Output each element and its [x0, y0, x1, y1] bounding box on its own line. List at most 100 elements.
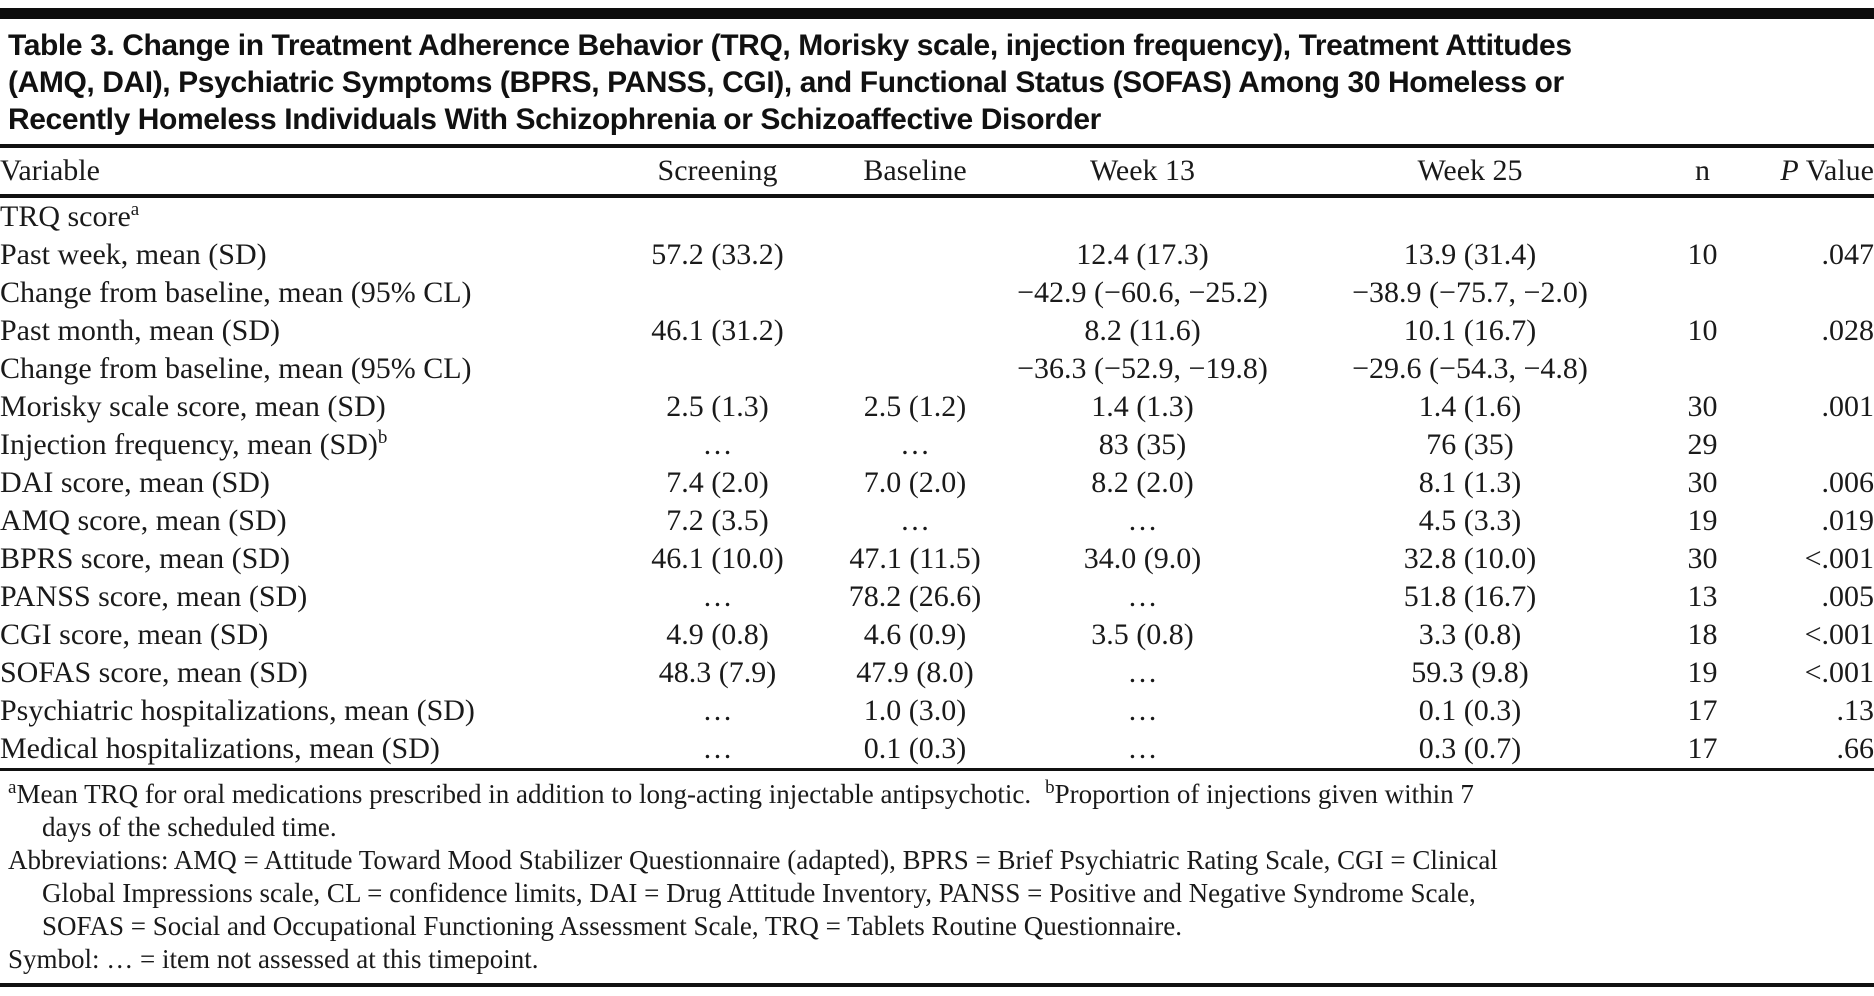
symbol-note: Symbol: … = item not assessed at this ti… — [8, 944, 539, 974]
cell-p-value — [1745, 196, 1874, 236]
col-header-screening: Screening — [610, 146, 825, 198]
cell-week13: … — [1127, 580, 1158, 613]
cell-week25: 8.1 (1.3) — [1418, 466, 1522, 499]
row-label-cell: BPRS score, mean (SD) — [0, 540, 610, 578]
cell-week13: … — [1127, 504, 1158, 537]
cell-week13: 34.0 (9.0) — [1083, 542, 1202, 575]
cell-week25: 0.1 (0.3) — [1418, 694, 1522, 727]
cell-screening: 46.1 (31.2) — [651, 314, 784, 347]
row-label-cell: Medical hospitalizations, mean (SD) — [0, 730, 610, 770]
cell-week25: 32.8 (10.0) — [1403, 542, 1537, 575]
cell-week13: 12.4 (17.3) — [1076, 238, 1209, 271]
cell-week13: −42.9 (−60.6, −25.2) — [1017, 276, 1268, 309]
cell-week13 — [1005, 196, 1280, 236]
cell-p-value: <.001 — [1804, 542, 1874, 575]
row-label: TRQ score — [0, 200, 131, 233]
table-row: Past month, mean (SD) 46.1 (31.2) 8.2 (1… — [0, 312, 1874, 350]
cell-p-value — [1745, 350, 1874, 388]
cell-p-value — [1745, 274, 1874, 312]
table-row: DAI score, mean (SD) 7.4 (2.0) 7.0 (2.0)… — [0, 464, 1874, 502]
cell-screening: 57.2 (33.2) — [651, 238, 784, 271]
cell-screening: 7.4 (2.0) — [666, 466, 769, 499]
cell-week13: 1.4 (1.3) — [1091, 390, 1194, 423]
cell-p-value: <.001 — [1804, 618, 1874, 651]
table-row: Change from baseline, mean (95% CL) −42.… — [0, 274, 1874, 312]
footnote-a-superscript: a — [8, 777, 17, 798]
cell-screening: … — [702, 694, 733, 727]
cell-p-value: .006 — [1821, 466, 1874, 499]
cell-week25: −29.6 (−54.3, −4.8) — [1352, 352, 1588, 385]
top-rule — [0, 8, 1874, 19]
col-header-n: n — [1660, 146, 1745, 198]
p-value-rest: Value — [1798, 154, 1874, 187]
cell-screening: 4.9 (0.8) — [666, 618, 769, 651]
row-label-cell: Past month, mean (SD) — [0, 312, 610, 350]
cell-week25: 51.8 (16.7) — [1403, 580, 1537, 613]
row-label: Change from baseline, mean (95% CL) — [0, 276, 472, 309]
cell-n: 10 — [1687, 314, 1718, 347]
cell-p-value: .001 — [1821, 390, 1874, 423]
table-row: PANSS score, mean (SD) … 78.2 (26.6) … 5… — [0, 578, 1874, 616]
col-header-week25: Week 25 — [1280, 146, 1660, 198]
cell-n — [1660, 196, 1745, 236]
cell-baseline — [825, 312, 1005, 350]
cell-baseline — [825, 350, 1005, 388]
cell-p-value: .66 — [1836, 732, 1874, 765]
cell-week25: 0.3 (0.7) — [1418, 732, 1522, 765]
cell-p-value: .019 — [1821, 504, 1874, 537]
table-row: SOFAS score, mean (SD) 48.3 (7.9) 47.9 (… — [0, 654, 1874, 692]
abbreviations-line: SOFAS = Social and Occupational Function… — [42, 911, 1182, 941]
cell-n: 30 — [1687, 542, 1718, 575]
row-label: Past week, mean (SD) — [0, 238, 267, 271]
cell-n: 17 — [1687, 732, 1718, 765]
cell-screening — [610, 196, 825, 236]
row-label-cell: Morisky scale score, mean (SD) — [0, 388, 610, 426]
cell-screening: 46.1 (10.0) — [651, 542, 784, 575]
footnote-b-superscript: b — [1045, 777, 1055, 798]
row-label: BPRS score, mean (SD) — [0, 542, 290, 575]
cell-screening: … — [702, 732, 733, 765]
footnote-b-continuation: days of the scheduled time. — [42, 812, 337, 842]
cell-week13: … — [1127, 656, 1158, 689]
cell-baseline: … — [900, 504, 930, 537]
cell-week13: 8.2 (11.6) — [1084, 314, 1201, 347]
row-label: PANSS score, mean (SD) — [0, 580, 308, 613]
cell-p-value: .005 — [1821, 580, 1874, 613]
cell-screening: 48.3 (7.9) — [658, 656, 777, 689]
table-body: TRQ scorea Past week, mean (SD) 57.2 (33… — [0, 196, 1874, 770]
footnote-a-text: Mean TRQ for oral medications prescribed… — [16, 779, 1032, 809]
row-label: CGI score, mean (SD) — [0, 618, 269, 651]
bottom-rule — [0, 983, 1874, 987]
abbreviations-line: Abbreviations: AMQ = Attitude Toward Moo… — [8, 845, 1498, 875]
cell-n: 13 — [1687, 580, 1718, 613]
col-header-baseline: Baseline — [825, 146, 1005, 198]
cell-week13: 3.5 (0.8) — [1091, 618, 1194, 651]
cell-week25: 59.3 (9.8) — [1411, 656, 1529, 689]
cell-screening: 2.5 (1.3) — [666, 390, 769, 423]
results-table: Variable Screening Baseline Week 13 Week… — [0, 144, 1874, 771]
cell-baseline: 4.6 (0.9) — [863, 618, 967, 651]
cell-n: 19 — [1687, 656, 1718, 689]
cell-p-value: <.001 — [1804, 656, 1874, 689]
abbreviations-line: Global Impressions scale, CL = confidenc… — [42, 878, 1476, 908]
cell-baseline — [825, 236, 1005, 274]
cell-n: 17 — [1687, 694, 1718, 727]
row-label-superscript: a — [130, 199, 140, 220]
cell-week25: 4.5 (3.3) — [1418, 504, 1522, 537]
cell-baseline — [825, 196, 1005, 236]
cell-n: 18 — [1687, 618, 1718, 651]
table-row: BPRS score, mean (SD) 46.1 (10.0) 47.1 (… — [0, 540, 1874, 578]
table-footnotes: aMean TRQ for oral medications prescribe… — [0, 771, 1874, 976]
table-row: Medical hospitalizations, mean (SD) … 0.… — [0, 730, 1874, 770]
header-row: Variable Screening Baseline Week 13 Week… — [0, 146, 1874, 198]
cell-week13: … — [1127, 732, 1158, 765]
table-row: Change from baseline, mean (95% CL) −36.… — [0, 350, 1874, 388]
cell-p-value: .028 — [1821, 314, 1874, 347]
table-row: Injection frequency, mean (SD)b … … 83 (… — [0, 426, 1874, 464]
row-label-cell: AMQ score, mean (SD) — [0, 502, 610, 540]
cell-baseline: 0.1 (0.3) — [863, 732, 967, 765]
row-label-cell: Change from baseline, mean (95% CL) — [0, 274, 610, 312]
table-title-line: Recently Homeless Individuals With Schiz… — [8, 103, 1101, 136]
p-value-italic-p: P — [1780, 154, 1799, 187]
cell-n: 30 — [1687, 466, 1718, 499]
